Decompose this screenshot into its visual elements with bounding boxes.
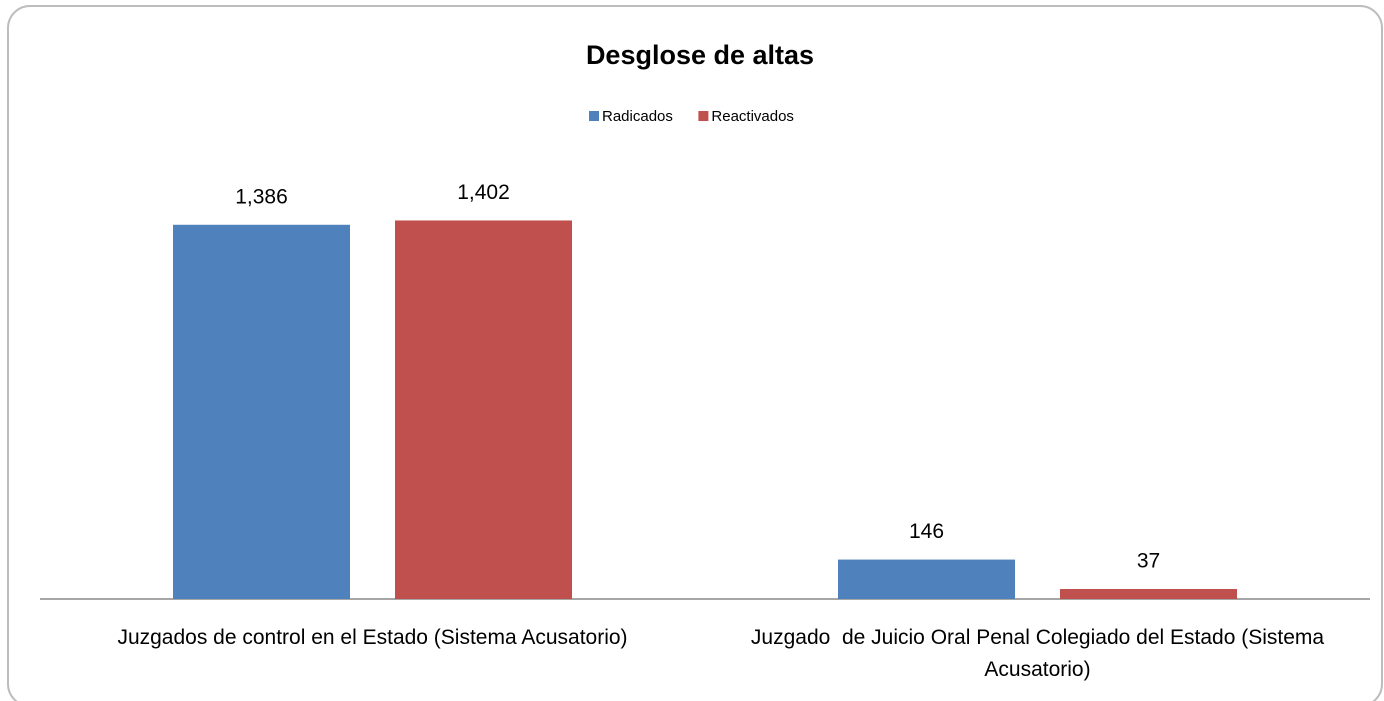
legend-swatch: [698, 111, 709, 121]
x-tick-label: Juzgado de Juicio Oral Penal Colegiado d…: [750, 626, 1329, 681]
data-label: 1,386: [235, 185, 288, 208]
legend-swatch: [589, 111, 599, 121]
x-tick-label: Juzgados de control en el Estado (Sistem…: [117, 626, 628, 649]
data-label: 146: [909, 520, 944, 543]
data-label: 37: [1137, 550, 1160, 573]
chart-frame: [7, 5, 1383, 701]
bar: [838, 559, 1015, 599]
chart-title: Desglose de altas: [586, 40, 814, 70]
bar: [173, 224, 350, 599]
legend-label: Reactivados: [711, 108, 794, 125]
data-label: 1,402: [457, 181, 510, 204]
bar: [395, 220, 572, 599]
legend-label: Radicados: [602, 108, 673, 125]
bar: [1060, 589, 1237, 599]
